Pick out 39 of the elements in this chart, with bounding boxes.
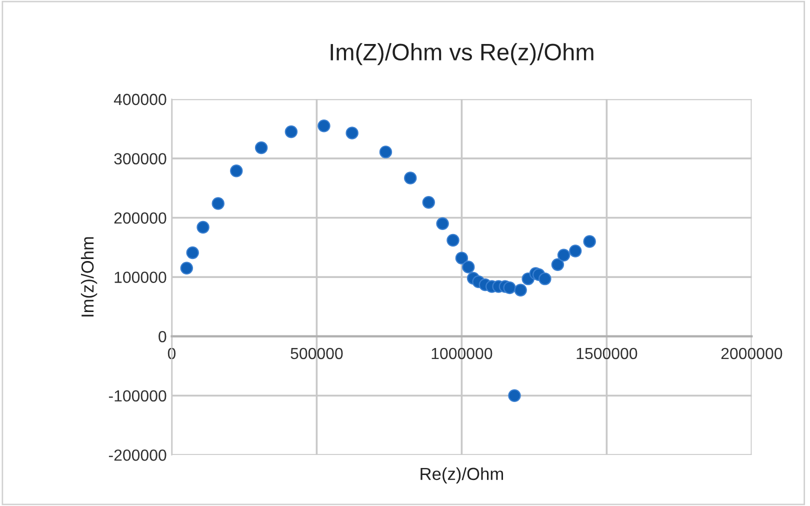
y-tick-label: -100000 — [108, 390, 166, 402]
point — [551, 258, 564, 271]
point — [503, 281, 516, 294]
point — [436, 217, 449, 230]
point — [346, 126, 358, 140]
point — [422, 196, 436, 209]
point — [557, 248, 570, 262]
point — [514, 284, 527, 296]
point — [318, 119, 330, 132]
point — [583, 235, 596, 248]
x-tick-label: 500000 — [290, 348, 343, 360]
point — [180, 262, 194, 275]
point — [455, 252, 468, 264]
x-axis-title: Re(z)/Ohm — [420, 467, 503, 484]
point — [462, 260, 475, 274]
point — [186, 246, 199, 260]
x-tick-label: 1500000 — [576, 348, 638, 360]
point — [196, 220, 210, 234]
point — [254, 141, 268, 154]
point — [284, 125, 298, 138]
y-tick-label: 400000 — [114, 94, 166, 106]
x-tick-label: 2000000 — [721, 348, 782, 360]
point — [404, 172, 417, 184]
y-tick-label: 200000 — [114, 212, 166, 224]
x-tick-label: 0 — [168, 348, 176, 360]
y-tick-label: 300000 — [114, 153, 166, 164]
point — [230, 164, 243, 178]
point — [569, 244, 582, 258]
y-tick-label: 0 — [158, 330, 166, 342]
y-tick-label: 100000 — [114, 272, 166, 283]
y-tick-label: -200000 — [108, 450, 166, 461]
point — [212, 197, 224, 210]
chart-title: Im(Z)/Ohm vs Re(z)/Ohm — [330, 43, 594, 66]
point — [508, 389, 521, 402]
x-tick-label: 1000000 — [432, 348, 492, 360]
point — [446, 234, 460, 247]
point — [379, 146, 392, 158]
point — [538, 272, 552, 286]
y-axis-title: Im(z)/Ohm — [80, 237, 98, 316]
